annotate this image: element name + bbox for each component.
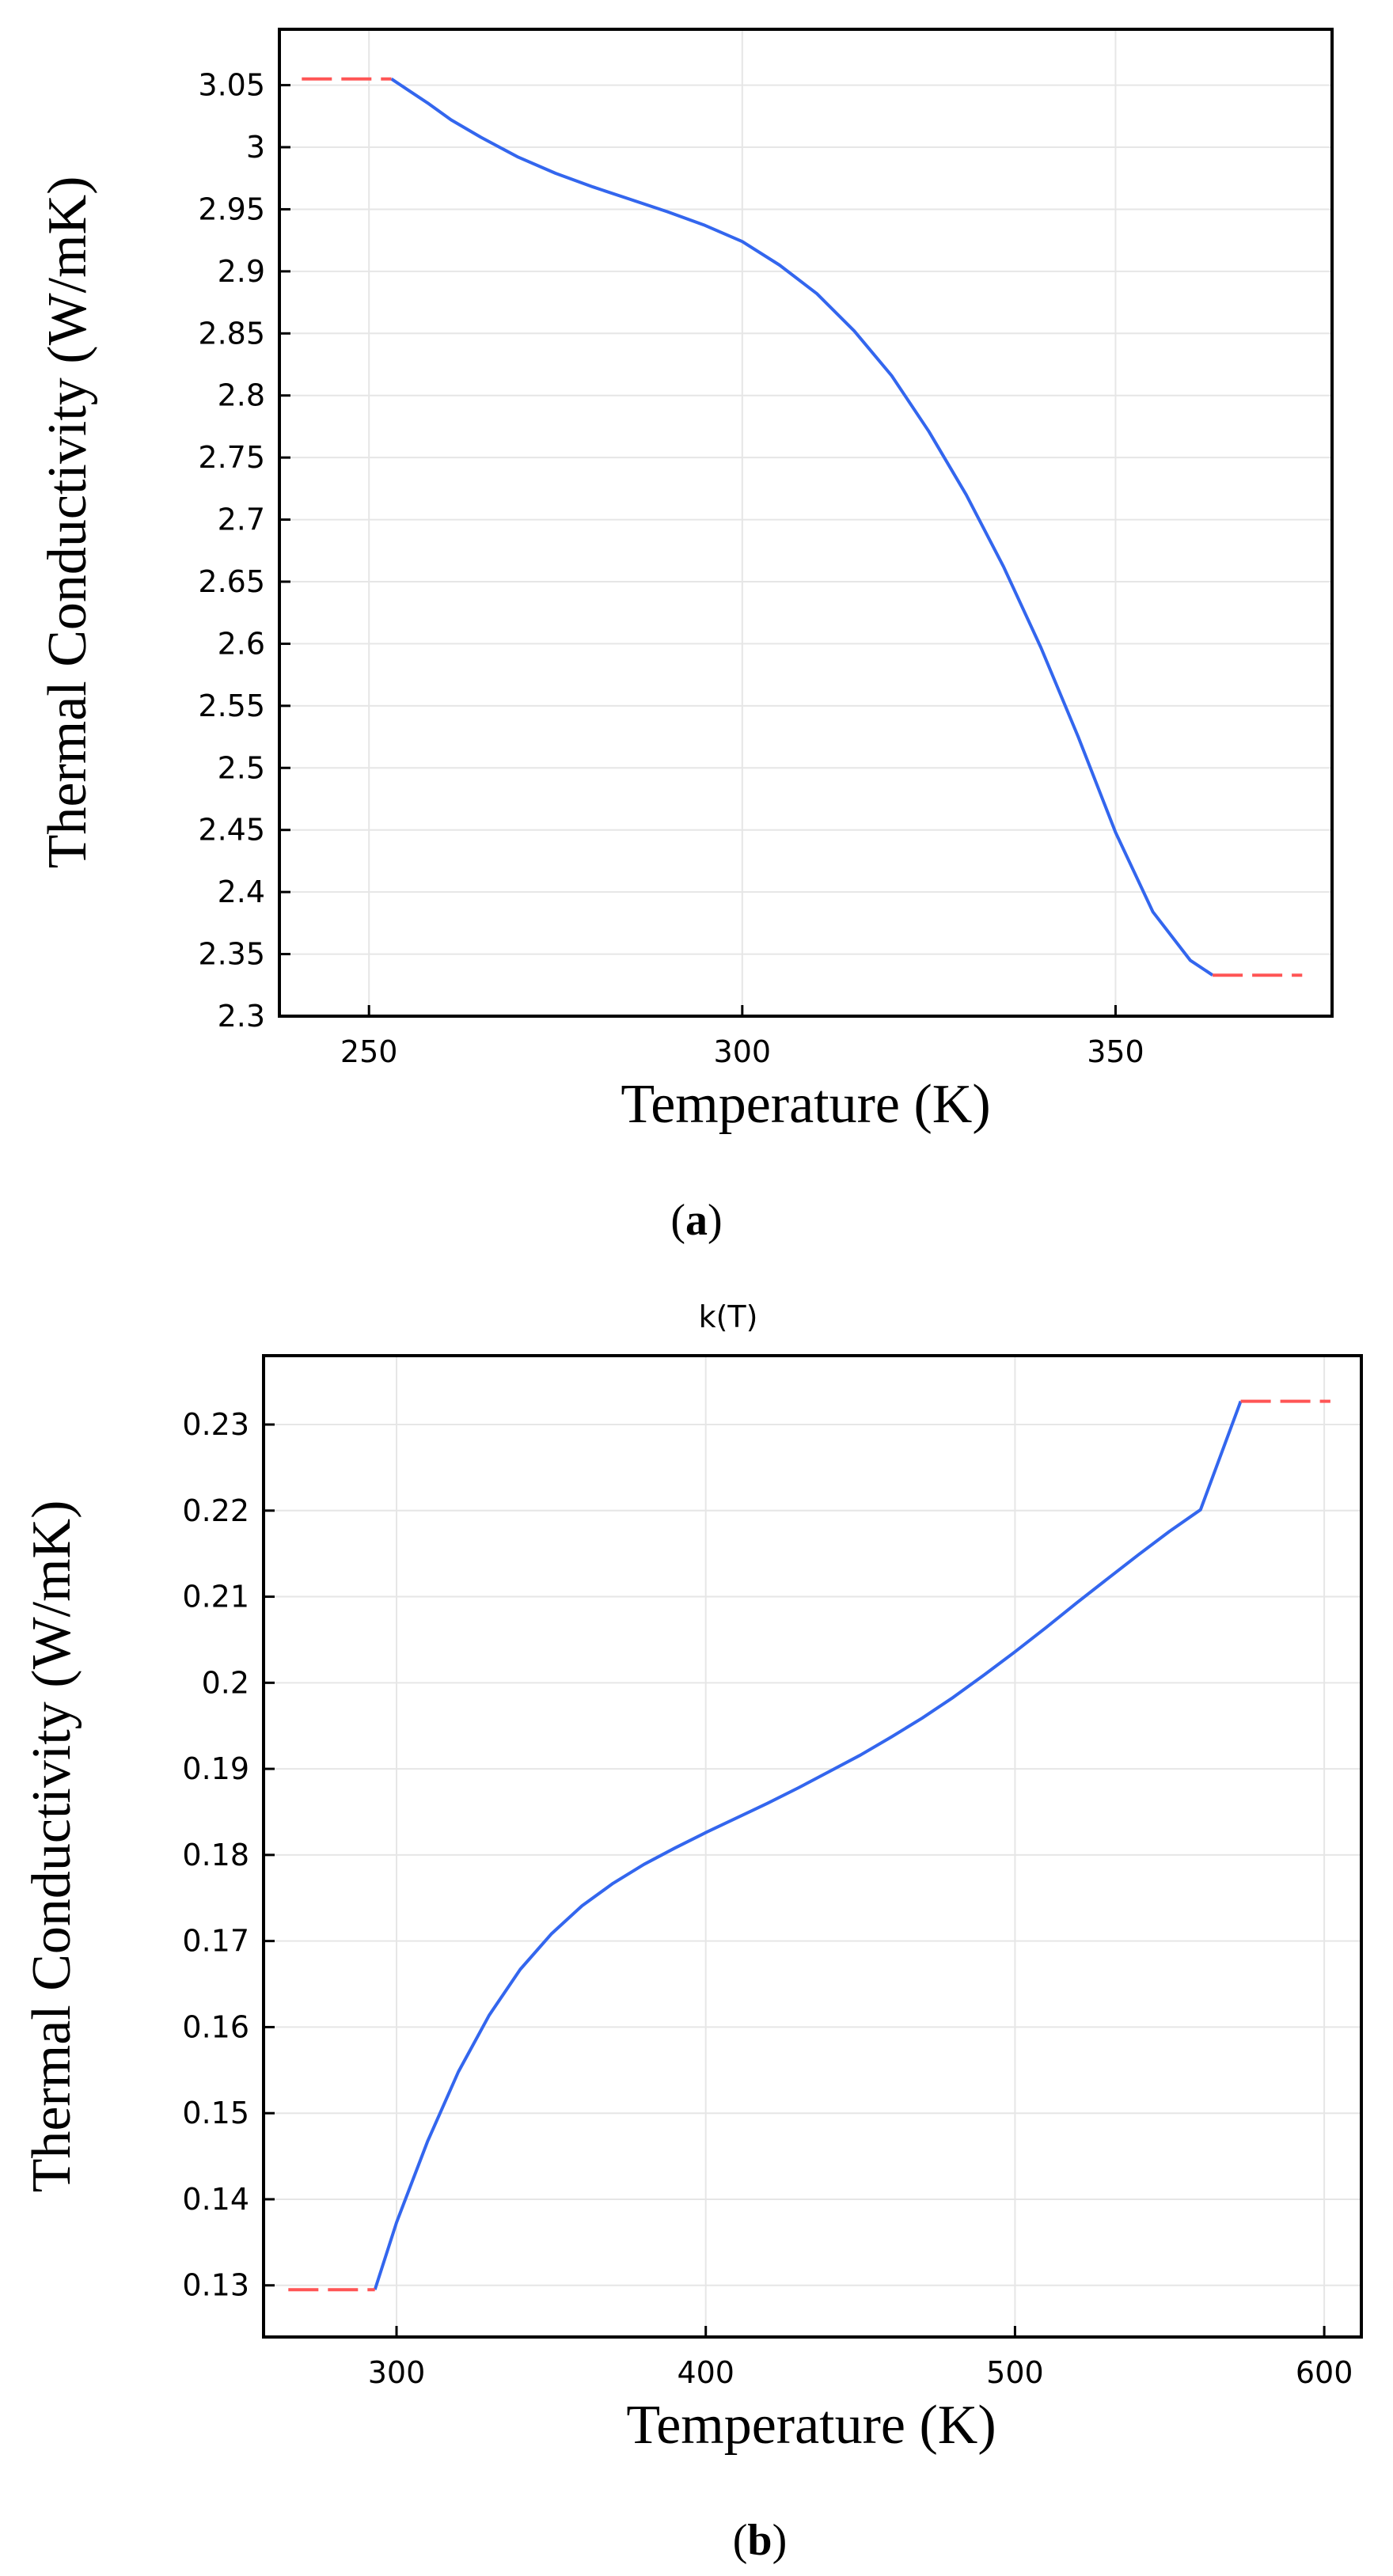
chart-b-grid [264,1356,1361,2337]
chart-a-y-tick-label: 2.6 [218,626,265,661]
chart-b-x-tick-label: 300 [368,2355,426,2390]
chart-a-y-tick-label: 2.9 [218,254,265,289]
chart-b-y-tick-label: 0.19 [182,1751,249,1786]
chart-b-panel-letter: b [747,2516,772,2565]
chart-a-y-tick-label: 2.7 [218,503,265,537]
chart-b-x-tick-label: 600 [1296,2355,1353,2390]
chart-a-ylabel: Thermal Conductivity (W/mK) [37,176,98,869]
chart-a-series [302,77,1303,977]
chart-a-ticks: 250 300 350 2.3 2.35 2.4 2.45 2.5 2.55 2.6 2.65 2.7… [198,68,1144,1069]
chart-b-plot-frame [262,1354,1363,2339]
chart-a-y-tick-label: 3.05 [198,68,265,103]
chart-a-y-tick-label: 2.45 [198,813,265,848]
chart-a-grid [279,29,1332,1017]
chart-b-ylabel: Thermal Conductivity (W/mK) [21,1500,82,2193]
chart-b-title: k(T) [699,1299,758,1334]
chart-a-y-tick-label: 2.85 [198,316,265,351]
chart-a-plot-frame [278,28,1334,1018]
chart-b-y-tick-label: 0.21 [182,1580,249,1614]
chart-b-ticks: 300 400 500 600 0.13 0.14 0.15 0.16 0.17 0.18 0.19… [182,1407,1353,2390]
chart-a-series-k-t [390,78,1214,977]
chart-a-x-tick-label: 300 [714,1034,772,1069]
chart-b-xlabel: Temperature (K) [626,2395,996,2456]
chart-a-y-tick-label: 3 [246,130,265,165]
chart-a-xlabel: Temperature (K) [621,1074,990,1135]
chart-b-y-tick-label: 0.23 [182,1407,249,1442]
chart-b-x-tick-label: 400 [677,2355,734,2390]
chart-a-y-tick-label: 2.65 [198,564,265,599]
chart-b: k(T) 300 400 500 600 0.13 0.14 0.15 0.16 0.17 0.1… [21,1299,1363,2565]
chart-a: 250 300 350 2.3 2.35 2.4 2.45 2.5 2.55 2.6 2.65 2.7… [37,28,1334,1245]
chart-b-panel-label: (b) [733,2516,787,2565]
chart-b-y-tick-label: 0.18 [182,1838,249,1872]
chart-b-series [288,1399,1330,2292]
chart-a-y-tick-label: 2.5 [218,750,265,785]
chart-a-y-tick-label: 2.4 [218,874,265,909]
chart-b-y-tick-label: 0.15 [182,2096,249,2130]
chart-a-panel-label: (a) [670,1196,722,1245]
chart-a-x-tick-label: 350 [1087,1034,1144,1069]
chart-a-panel-letter: a [685,1196,708,1245]
chart-a-y-tick-label: 2.3 [218,999,265,1034]
chart-b-y-tick-label: 0.2 [202,1665,249,1700]
chart-a-y-tick-label: 2.75 [198,440,265,475]
chart-b-x-tick-label: 500 [986,2355,1044,2390]
chart-a-y-tick-label: 2.95 [198,192,265,226]
chart-a-x-tick-label: 250 [340,1034,398,1069]
chart-b-y-tick-label: 0.17 [182,1924,249,1959]
chart-b-y-tick-label: 0.13 [182,2268,249,2303]
chart-a-y-tick-label: 2.55 [198,689,265,723]
chart-b-y-tick-label: 0.14 [182,2182,249,2217]
chart-b-y-tick-label: 0.22 [182,1493,249,1528]
chart-a-y-tick-label: 2.35 [198,937,265,972]
chart-b-series-k-t [373,1400,1243,2290]
chart-b-y-tick-label: 0.16 [182,2009,249,2044]
chart-a-y-tick-label: 2.8 [218,378,265,413]
